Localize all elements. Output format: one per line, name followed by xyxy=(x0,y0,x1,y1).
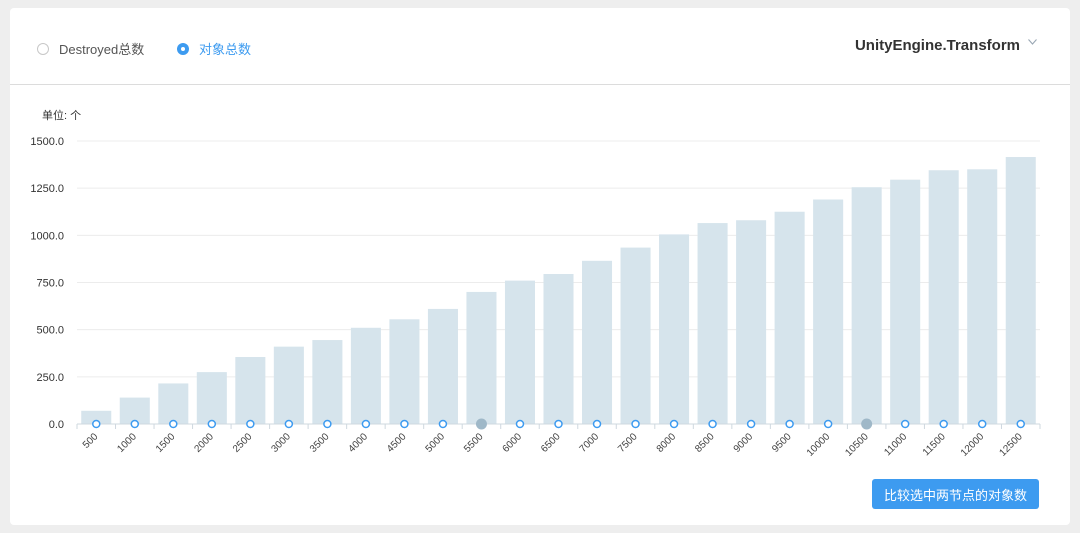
y-tick-label: 250.0 xyxy=(36,372,64,384)
x-tick-label: 12000 xyxy=(959,431,987,459)
data-point-selected xyxy=(861,418,873,430)
x-tick-label: 12500 xyxy=(997,431,1025,459)
data-point xyxy=(92,419,101,429)
bar xyxy=(81,410,112,424)
bar xyxy=(1005,157,1036,424)
bar xyxy=(774,211,805,424)
bar xyxy=(389,319,420,424)
data-point xyxy=(438,419,448,429)
data-point xyxy=(400,419,409,429)
radio-label: Destroyed总数 xyxy=(59,42,145,57)
x-tick-label: 3000 xyxy=(269,431,293,455)
radio-circle-icon xyxy=(177,42,189,55)
x-tick-label: 2500 xyxy=(231,431,255,455)
bar xyxy=(813,199,844,424)
data-point xyxy=(130,419,140,429)
bar xyxy=(697,223,728,424)
radio-object-total[interactable]: 对象总数 xyxy=(177,39,251,58)
x-tick-label: 2000 xyxy=(192,431,216,455)
data-point-selected xyxy=(475,418,487,430)
bar xyxy=(581,260,613,424)
bar xyxy=(196,372,227,424)
y-tick-label: 500.0 xyxy=(36,325,64,337)
bar xyxy=(967,169,998,424)
bar xyxy=(427,308,458,424)
x-tick-label: 3500 xyxy=(308,431,332,455)
x-tick-label: 500 xyxy=(81,431,101,451)
radio-destroyed-total[interactable]: Destroyed总数 xyxy=(37,39,144,58)
x-tick-label: 4000 xyxy=(347,431,371,455)
data-point xyxy=(939,419,948,429)
y-tick-label: 0.0 xyxy=(49,419,64,431)
x-tick-label: 11000 xyxy=(882,431,909,458)
y-tick-label: 1250.0 xyxy=(30,183,64,195)
chevron-down-icon xyxy=(1028,38,1037,47)
data-point xyxy=(746,419,756,429)
type-dropdown[interactable]: UnityEngine.Transform xyxy=(854,37,1037,54)
header-bar: Destroyed总数 对象总数 UnityEngine.Transform xyxy=(10,8,1070,85)
bar xyxy=(466,291,497,424)
bar xyxy=(119,397,150,424)
data-point xyxy=(246,419,255,429)
bar xyxy=(543,274,574,424)
data-point xyxy=(361,419,371,429)
data-point xyxy=(592,419,602,429)
radio-label: 对象总数 xyxy=(199,42,252,57)
y-tick-label: 1000.0 xyxy=(30,230,64,242)
data-point xyxy=(669,419,679,429)
x-tick-label: 9000 xyxy=(732,431,756,455)
data-point xyxy=(284,419,294,429)
data-point xyxy=(1016,419,1025,429)
x-tick-label: 11500 xyxy=(921,431,948,458)
bar xyxy=(659,234,690,424)
bar xyxy=(235,357,266,424)
data-point xyxy=(900,419,910,429)
bar xyxy=(890,179,921,424)
data-point xyxy=(169,419,178,429)
data-point xyxy=(823,419,833,429)
x-tick-label: 7500 xyxy=(616,431,640,455)
x-tick-label: 10500 xyxy=(843,431,871,459)
data-point xyxy=(977,419,987,429)
x-tick-label: 4500 xyxy=(385,431,409,455)
x-tick-label: 9500 xyxy=(770,431,794,455)
x-tick-label: 1500 xyxy=(154,431,178,455)
bar xyxy=(851,187,882,424)
data-point xyxy=(207,419,217,429)
bar xyxy=(928,170,959,424)
x-tick-label: 5000 xyxy=(424,431,448,455)
radio-circle-icon xyxy=(37,42,49,55)
x-tick-label: 5500 xyxy=(462,431,486,455)
x-tick-label: 7000 xyxy=(578,431,602,455)
unit-label: 单位: 个 xyxy=(42,110,82,122)
y-tick-label: 750.0 xyxy=(36,278,64,290)
x-tick-label: 8000 xyxy=(655,431,679,455)
data-point xyxy=(631,419,640,429)
bar xyxy=(273,346,304,424)
data-point xyxy=(515,419,525,429)
data-point xyxy=(708,419,717,429)
x-tick-label: 10000 xyxy=(805,431,833,459)
x-tick-label: 6000 xyxy=(501,431,525,455)
bar xyxy=(504,280,536,424)
bar xyxy=(312,340,343,424)
x-tick-label: 8500 xyxy=(693,431,717,455)
x-tick-label: 1000 xyxy=(115,431,139,455)
data-point xyxy=(554,419,563,429)
compare-button[interactable]: 比较选中两节点的对象数 xyxy=(872,479,1039,509)
x-tick-label: 6500 xyxy=(539,431,563,455)
bar xyxy=(620,247,651,424)
data-point xyxy=(323,419,332,429)
data-point xyxy=(785,419,794,429)
bar xyxy=(158,383,189,424)
y-tick-label: 1500.0 xyxy=(30,136,64,148)
type-dropdown-value: UnityEngine.Transform xyxy=(854,37,1020,54)
bar xyxy=(736,220,767,424)
bar xyxy=(350,327,381,424)
